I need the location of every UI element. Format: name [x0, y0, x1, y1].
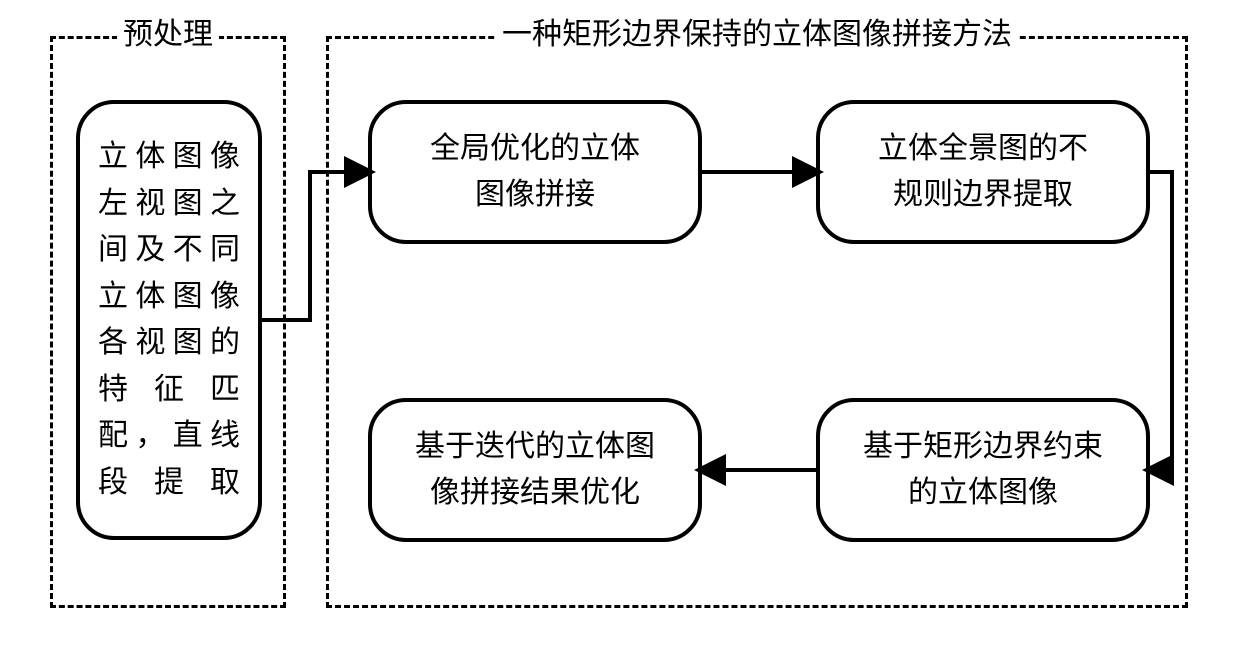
node-step1: 全局优化的立体 图像拼接 [368, 100, 702, 244]
node-step2: 立体全景图的不 规则边界提取 [816, 100, 1150, 244]
node-step4-text: 基于迭代的立体图 像拼接结果优化 [397, 424, 673, 517]
node-preprocessing: 立体图像左视图之间及不同立体图像各视图的特征匹配，直线段提取 [76, 100, 262, 540]
diagram-canvas: 预处理 一种矩形边界保持的立体图像拼接方法 立体图像左视图之间及不同立体图像各视… [0, 0, 1239, 660]
node-step3-text: 基于矩形边界约束 的立体图像 [845, 424, 1121, 517]
node-preprocessing-text: 立体图像左视图之间及不同立体图像各视图的特征匹配，直线段提取 [80, 134, 258, 506]
region-main-title: 一种矩形边界保持的立体图像拼接方法 [496, 17, 1018, 53]
node-step3: 基于矩形边界约束 的立体图像 [816, 398, 1150, 542]
node-step2-text: 立体全景图的不 规则边界提取 [860, 126, 1106, 219]
node-step1-text: 全局优化的立体 图像拼接 [412, 126, 658, 219]
node-step4: 基于迭代的立体图 像拼接结果优化 [368, 398, 702, 542]
region-preprocessing-title: 预处理 [117, 17, 219, 53]
